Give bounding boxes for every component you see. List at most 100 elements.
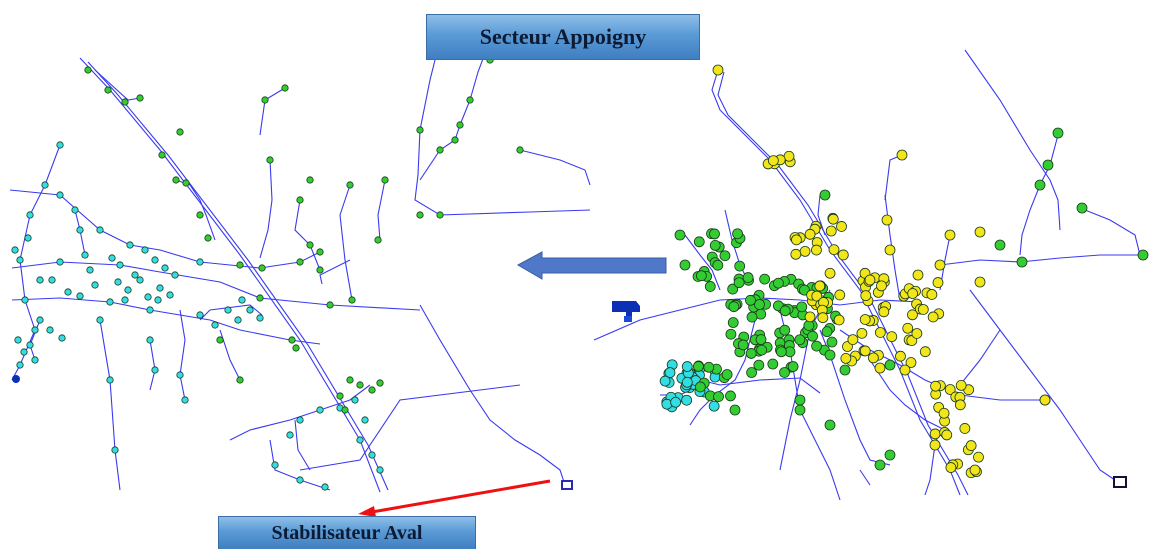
junction-node: [176, 371, 184, 379]
junction-node: [16, 256, 24, 264]
junction-node: [664, 367, 676, 378]
pipe-segment: [699, 377, 821, 394]
junction-node: [712, 259, 724, 271]
junction-node: [144, 293, 152, 301]
junction-node: [316, 248, 324, 256]
junction-node: [316, 266, 324, 274]
junction-node: [737, 339, 749, 351]
junction-node: [819, 189, 831, 201]
junction-node: [196, 311, 204, 319]
junction-node: [234, 316, 242, 324]
junction-node: [679, 259, 691, 271]
junction-node: [709, 228, 720, 240]
junction-node: [196, 211, 204, 219]
junction-node: [348, 296, 356, 304]
junction-node: [111, 446, 119, 454]
junction-node: [994, 239, 1006, 251]
junction-node: [759, 273, 771, 285]
junction-node: [824, 419, 836, 431]
junction-node: [351, 396, 359, 404]
junction-node: [96, 316, 104, 324]
junction-node: [326, 301, 334, 309]
pipe-segment: [964, 49, 1061, 231]
junction-node: [204, 234, 212, 242]
pipe-segment: [79, 57, 381, 493]
junction-node: [261, 96, 269, 104]
junction-node: [76, 292, 84, 300]
pipe-segment: [884, 154, 903, 201]
junction-node: [224, 306, 232, 314]
junction-node: [837, 249, 849, 261]
junction-node: [126, 241, 134, 249]
junction-node: [64, 288, 72, 296]
pipe-segment: [259, 87, 286, 136]
junction-node: [108, 254, 116, 262]
pipe-segment: [219, 329, 241, 381]
junction-node: [729, 404, 741, 416]
junction-node: [121, 296, 129, 304]
pipe-segment: [859, 469, 871, 486]
junction-node: [779, 305, 791, 317]
red-arrow-icon: [358, 479, 551, 517]
junction-node: [884, 449, 896, 461]
junction-node: [56, 141, 64, 149]
junction-node: [76, 226, 84, 234]
pipe-segment: [29, 319, 41, 361]
junction-node: [296, 416, 304, 424]
junction-node: [907, 288, 919, 299]
pipe-segment: [377, 179, 386, 241]
pipe-segment: [1079, 207, 1141, 256]
pipe-segment: [99, 319, 121, 491]
pipe-segment: [175, 179, 216, 241]
junction-node: [296, 476, 304, 484]
junction-node: [859, 345, 871, 357]
junction-node: [954, 399, 966, 411]
junction-node: [346, 181, 354, 189]
junction-node: [754, 299, 765, 310]
reservoir-icon: [612, 301, 640, 322]
junction-node: [172, 176, 180, 184]
junction-node: [296, 196, 304, 204]
junction-node: [288, 336, 296, 344]
pipe-segment: [294, 199, 321, 271]
right-network-nodes: [659, 64, 1149, 479]
stabilizer-label: Stabilisateur Aval: [218, 516, 476, 549]
junction-node: [790, 248, 802, 260]
junction-node: [321, 483, 329, 491]
junction-node: [146, 336, 154, 344]
junction-node: [281, 84, 289, 92]
junction-node: [919, 346, 931, 358]
junction-node: [824, 267, 836, 279]
junction-node: [859, 314, 871, 325]
junction-node: [728, 301, 740, 313]
junction-node: [21, 296, 29, 304]
junction-node: [48, 276, 56, 284]
junction-node: [725, 390, 736, 402]
junction-node: [416, 211, 424, 219]
junction-node: [817, 312, 829, 324]
junction-node: [732, 228, 743, 240]
pipe-segment: [199, 304, 263, 321]
junction-node: [840, 352, 852, 364]
junction-node: [787, 361, 799, 372]
junction-node: [1076, 202, 1088, 214]
junction-node: [292, 344, 300, 352]
junction-node: [96, 226, 104, 234]
junction-node: [703, 361, 715, 373]
junction-node: [773, 277, 784, 289]
junction-node: [944, 229, 956, 241]
junction-node: [973, 451, 984, 463]
junction-node: [725, 328, 737, 340]
junction-node: [106, 376, 114, 384]
junction-node: [779, 367, 790, 378]
junction-node: [236, 376, 244, 384]
junction-node: [1042, 159, 1054, 171]
junction-node: [154, 296, 162, 304]
junction-node: [929, 439, 941, 451]
junction-node: [466, 96, 474, 104]
junction-node: [1052, 127, 1064, 139]
junction-node: [24, 234, 32, 242]
junction-node: [934, 259, 946, 271]
junction-node: [161, 264, 169, 272]
junction-node: [246, 306, 254, 314]
